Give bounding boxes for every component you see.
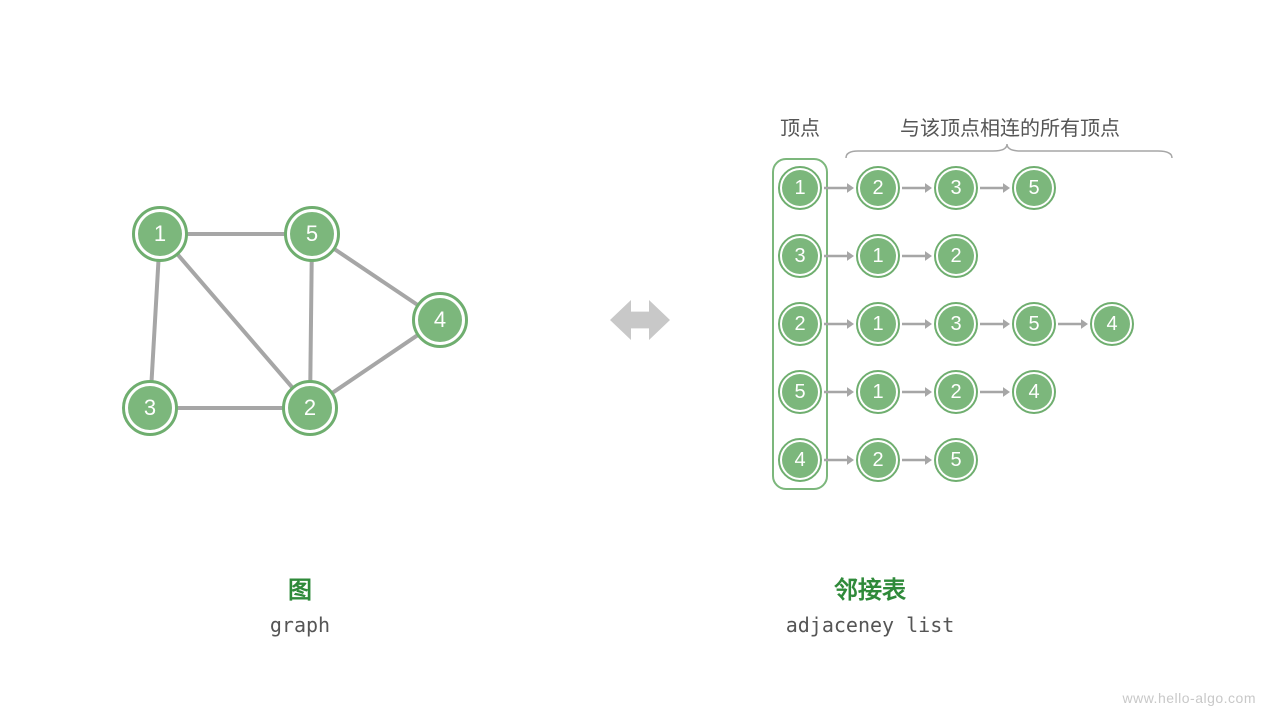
adj-arrowhead (925, 183, 932, 193)
adj-vertex-5-label: 5 (794, 381, 805, 404)
adj-node-3-2: 2 (934, 234, 978, 278)
adj-arrowhead (847, 455, 854, 465)
adj-arrowhead (925, 251, 932, 261)
adj-node-3-1: 1 (856, 234, 900, 278)
watermark: www.hello-algo.com (1123, 690, 1257, 706)
adj-node-5-4-label: 4 (1028, 381, 1039, 404)
adj-node-2-5-label: 5 (1028, 313, 1039, 336)
adj-vertex-4-label: 4 (794, 449, 805, 472)
caption-left: 图 graph (270, 570, 330, 637)
adj-arrowhead (925, 319, 932, 329)
caption-left-sub: graph (270, 613, 330, 637)
caption-right-sub: adjaceney list (786, 613, 955, 637)
adj-node-4-5: 5 (934, 438, 978, 482)
adj-vertex-4: 4 (778, 438, 822, 482)
adj-arrowhead (925, 455, 932, 465)
adj-arrowhead (847, 387, 854, 397)
adj-arrowhead (847, 183, 854, 193)
adj-node-2-4: 4 (1090, 302, 1134, 346)
adj-node-2-3-label: 3 (950, 313, 961, 336)
adj-node-2-1-label: 1 (872, 313, 883, 336)
adj-node-2-3: 3 (934, 302, 978, 346)
adj-node-5-1-label: 1 (872, 381, 883, 404)
adj-node-4-5-label: 5 (950, 449, 961, 472)
adj-vertex-1: 1 (778, 166, 822, 210)
caption-right: 邻接表 adjaceney list (786, 570, 955, 637)
adj-vertex-5: 5 (778, 370, 822, 414)
adj-node-3-1-label: 1 (872, 245, 883, 268)
caption-right-title: 邻接表 (786, 570, 955, 605)
adj-node-4-2: 2 (856, 438, 900, 482)
adj-arrowhead (1003, 319, 1010, 329)
adj-node-1-2-label: 2 (872, 177, 883, 200)
adj-vertex-3-label: 3 (794, 245, 805, 268)
adj-node-2-1: 1 (856, 302, 900, 346)
adj-arrowhead (1081, 319, 1088, 329)
adj-arrowhead (847, 319, 854, 329)
adj-node-1-3: 3 (934, 166, 978, 210)
adj-arrowhead (1003, 387, 1010, 397)
diagram-canvas: 15432顶点与该顶点相连的所有顶点1235312213545124425图gr… (0, 0, 1280, 720)
adj-vertex-2: 2 (778, 302, 822, 346)
adj-arrowhead (925, 387, 932, 397)
adj-node-1-5-label: 5 (1028, 177, 1039, 200)
adj-node-5-1: 1 (856, 370, 900, 414)
adj-node-1-5: 5 (1012, 166, 1056, 210)
adj-arrowhead (847, 251, 854, 261)
adj-node-3-2-label: 2 (950, 245, 961, 268)
adj-node-1-3-label: 3 (950, 177, 961, 200)
adj-arrowhead (1003, 183, 1010, 193)
caption-left-title: 图 (270, 570, 330, 605)
adj-node-5-2: 2 (934, 370, 978, 414)
adj-vertex-2-label: 2 (794, 313, 805, 336)
adj-node-2-4-label: 4 (1106, 313, 1117, 336)
adj-node-5-4: 4 (1012, 370, 1056, 414)
adj-node-1-2: 2 (856, 166, 900, 210)
adj-node-5-2-label: 2 (950, 381, 961, 404)
adj-vertex-3: 3 (778, 234, 822, 278)
adj-node-2-5: 5 (1012, 302, 1056, 346)
adj-node-4-2-label: 2 (872, 449, 883, 472)
adjacency-arrows-svg (0, 0, 1280, 720)
adj-vertex-1-label: 1 (794, 177, 805, 200)
